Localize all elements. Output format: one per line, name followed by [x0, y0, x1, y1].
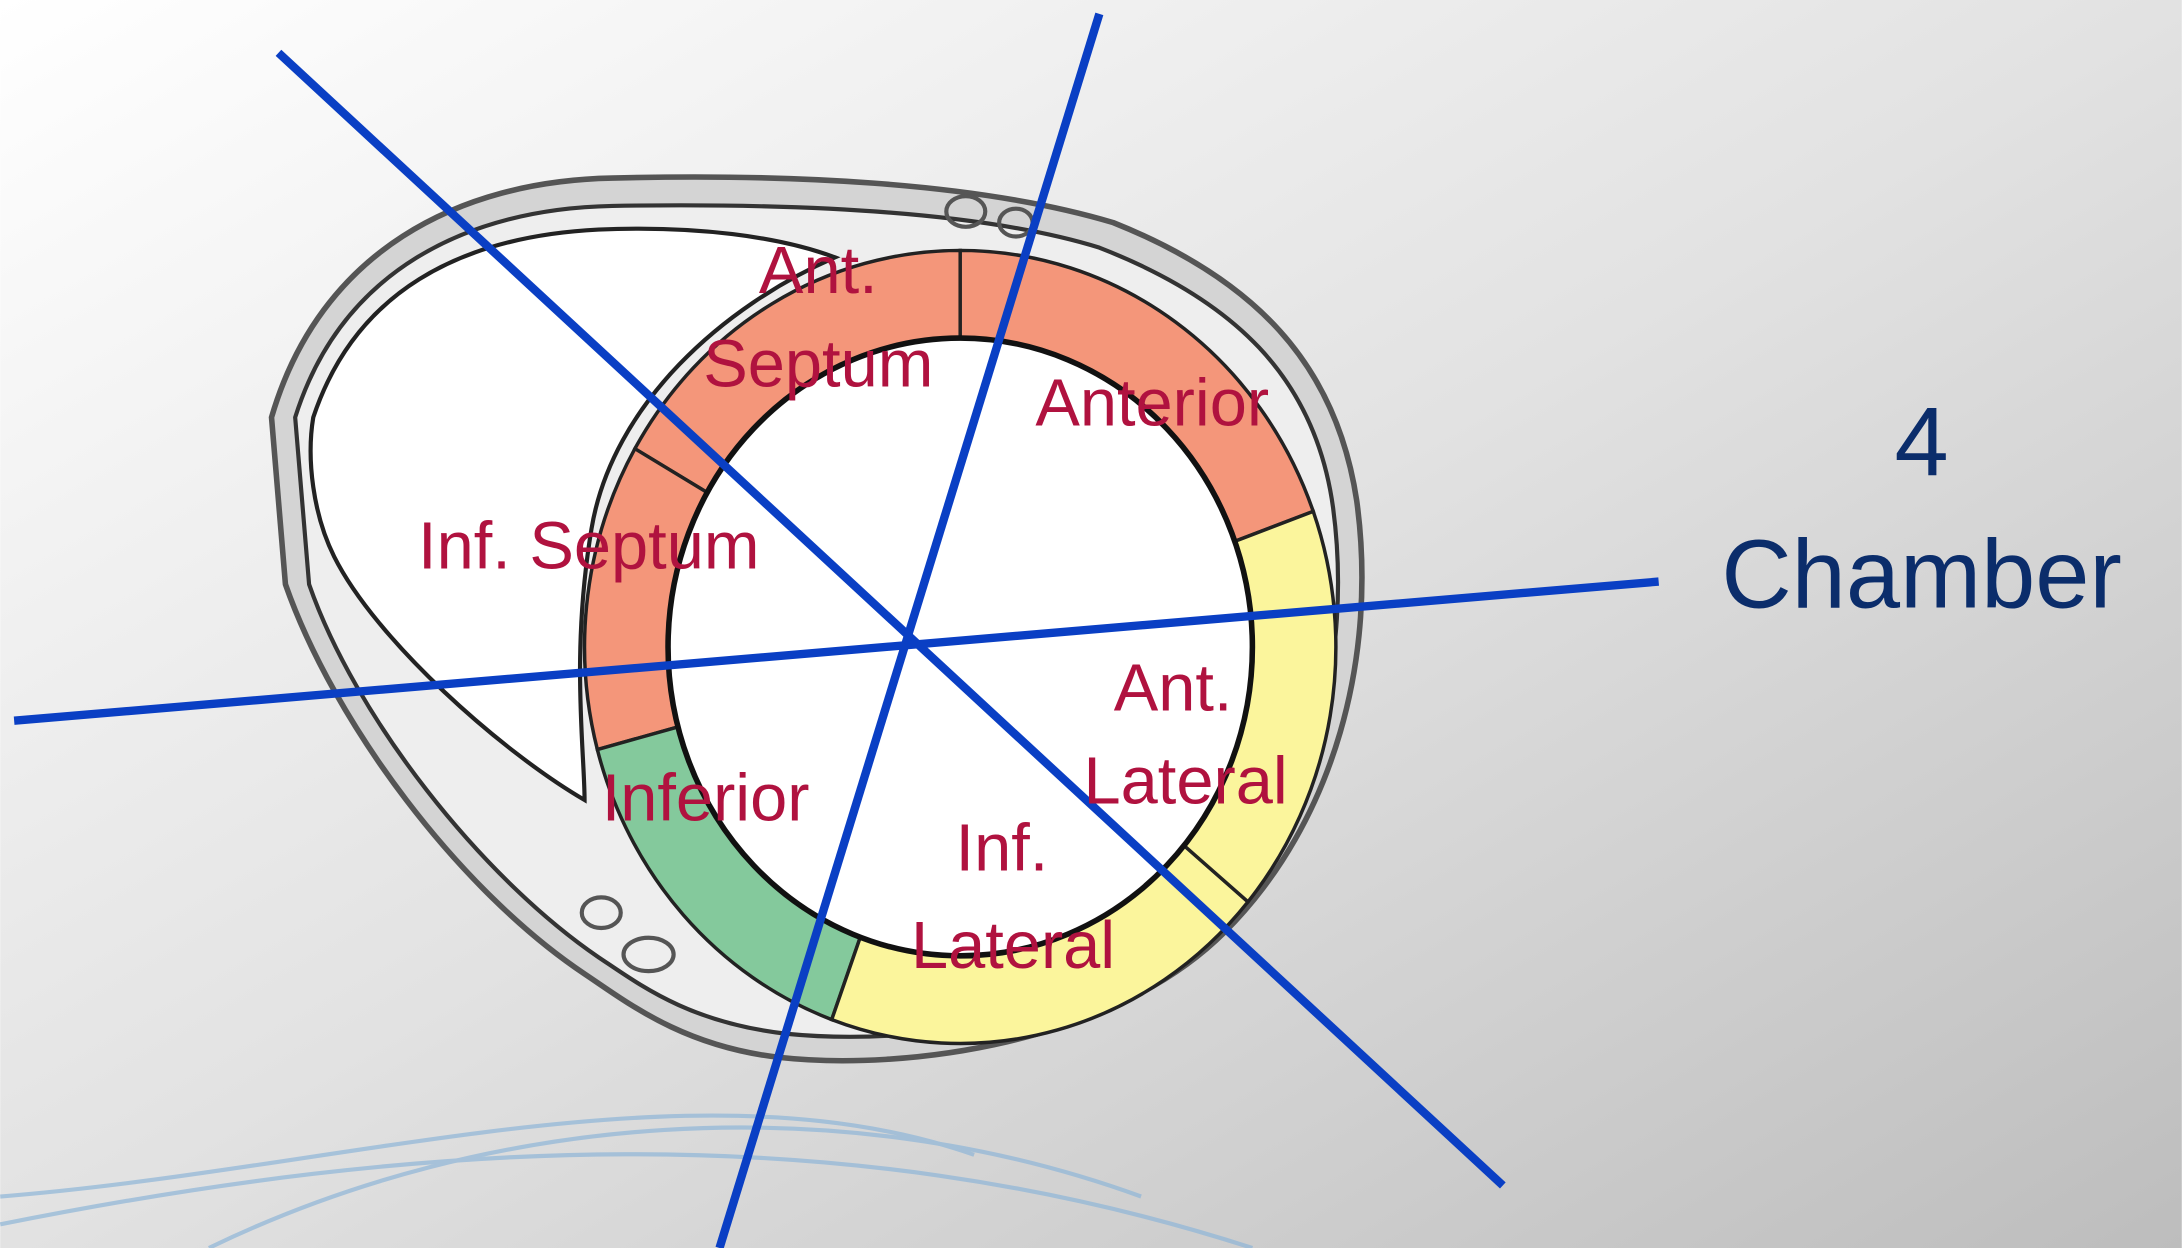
lv-ring: [582, 248, 1338, 1046]
segment-label: Lateral: [911, 909, 1115, 983]
segment-label: Anterior: [1035, 366, 1269, 440]
view-label: Chamber: [1721, 519, 2121, 628]
segment-label: Ant.: [759, 234, 878, 308]
view-lines: [13, 12, 1660, 1248]
segment-label: Inf.: [956, 812, 1049, 886]
segment-label: Lateral: [1084, 745, 1288, 819]
labels: Ant. Septum Anterior Inf. Septum Inferior Inf…: [418, 234, 2122, 983]
segment-label: Inf. Septum: [418, 510, 759, 584]
segment-label: Septum: [703, 327, 933, 401]
right-ventricle: [308, 226, 841, 804]
segment-label: Ant.: [1114, 652, 1233, 726]
waves: [0, 1113, 1254, 1248]
lv-cavity: [665, 335, 1256, 959]
segment-label: Inferior: [602, 761, 810, 835]
view-label: 4: [1895, 387, 1949, 496]
